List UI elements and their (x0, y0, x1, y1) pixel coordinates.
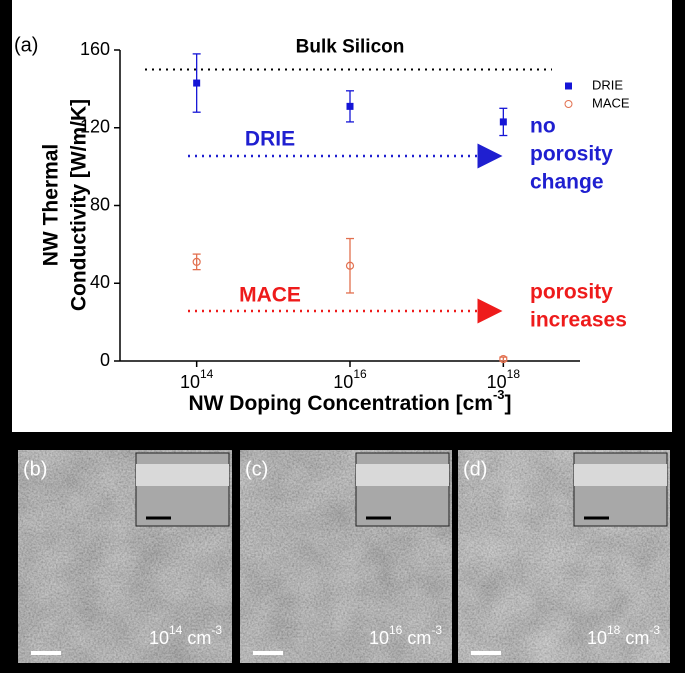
y-tick-label: 0 (100, 350, 110, 370)
arrow-label: MACE (239, 284, 301, 307)
tick-base: 10 (180, 372, 200, 392)
tick-power: 14 (200, 367, 214, 381)
inset-band (356, 464, 449, 486)
legend-label: MACE (592, 95, 630, 110)
reference-label: Bulk Silicon (296, 36, 405, 57)
doping-unit: cm (402, 628, 431, 648)
x-label-text: NW Doping Concentration [cm (188, 392, 492, 415)
annotation-text: porosity (530, 281, 613, 304)
doping-label: 1014 cm-3 (149, 623, 222, 648)
point (499, 118, 507, 126)
x-tick-label: 1018 (487, 367, 521, 392)
panel-label: (c) (245, 458, 268, 480)
tick-power: 16 (353, 367, 367, 381)
annotation-text: porosity (530, 143, 613, 166)
legend-label: DRIE (592, 77, 623, 92)
point (345, 261, 355, 270)
y-axis-label: Conductivity [W/m/K] (68, 99, 91, 311)
x-label-end: ] (505, 392, 512, 415)
doping-base: 10 (149, 628, 169, 648)
inset-image (355, 452, 450, 527)
annotation-text: no (530, 115, 556, 138)
inset-band (574, 464, 667, 486)
y-axis-label: NW Thermal (40, 144, 63, 267)
x-axis-label: NW Doping Concentration [cm-3] (188, 387, 511, 414)
tick-base: 10 (487, 372, 507, 392)
panel-label: (a) (14, 34, 38, 56)
y-tick-label: 120 (80, 117, 110, 137)
y-tick-label: 40 (90, 272, 110, 292)
doping-base: 10 (587, 628, 607, 648)
annotation-text: change (530, 171, 604, 194)
point (499, 354, 508, 364)
doping-unit-power: -3 (211, 623, 222, 637)
doping-label: 1016 cm-3 (369, 623, 442, 648)
annotation-text: increases (530, 309, 627, 332)
legend-marker (564, 100, 573, 108)
inset-band (136, 464, 229, 486)
doping-unit: cm (620, 628, 649, 648)
point (193, 79, 201, 87)
legend-marker (565, 82, 572, 90)
x-label-sup: -3 (493, 387, 505, 402)
doping-power: 14 (169, 623, 183, 637)
doping-unit-power: -3 (431, 623, 442, 637)
chart-background (12, 0, 672, 432)
tick-base: 10 (333, 372, 353, 392)
doping-base: 10 (369, 628, 389, 648)
x-tick-label: 1016 (333, 367, 367, 392)
panel-label: (b) (23, 458, 47, 480)
point (346, 102, 354, 110)
y-tick-label: 80 (90, 194, 110, 214)
inset-image (573, 452, 668, 527)
doping-label: 1018 cm-3 (587, 623, 660, 648)
doping-power: 16 (389, 623, 403, 637)
doping-unit-power: -3 (649, 623, 660, 637)
inset-image (135, 452, 230, 527)
tick-power: 18 (507, 367, 521, 381)
doping-unit: cm (182, 628, 211, 648)
x-tick-label: 1014 (180, 367, 214, 392)
arrow-label: DRIE (245, 128, 295, 151)
doping-power: 18 (607, 623, 621, 637)
y-tick-label: 160 (80, 39, 110, 59)
point (192, 257, 201, 266)
panel-label: (d) (463, 458, 487, 480)
